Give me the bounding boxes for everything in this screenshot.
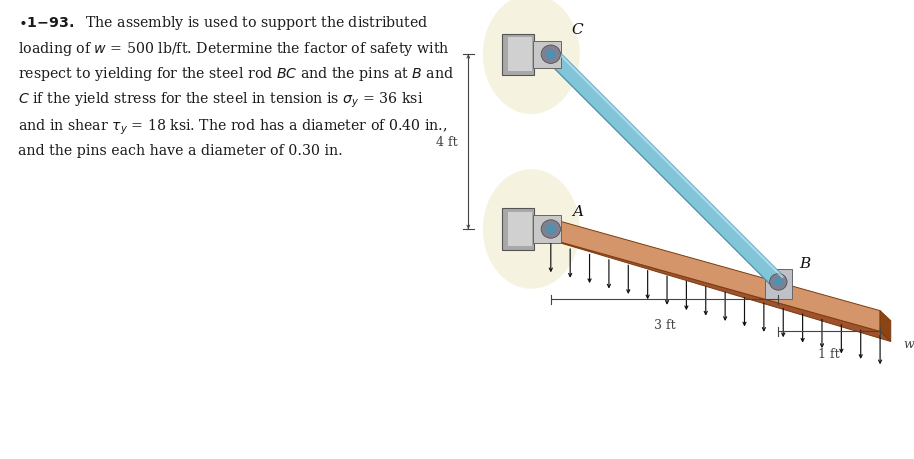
Circle shape — [541, 220, 560, 239]
Bar — [503, 34, 534, 76]
Text: 3 ft: 3 ft — [654, 318, 675, 331]
Circle shape — [547, 51, 555, 59]
Polygon shape — [551, 240, 891, 341]
Text: B: B — [800, 257, 811, 271]
Circle shape — [541, 46, 560, 64]
Polygon shape — [880, 311, 891, 341]
Text: $\bullet\mathbf{1}$$\mathbf{{-93.}}$  The assembly is used to support the distri: $\bullet\mathbf{1}$$\mathbf{{-93.}}$ The… — [18, 14, 454, 158]
Text: A: A — [572, 204, 583, 218]
Bar — [503, 209, 534, 250]
Circle shape — [547, 225, 555, 234]
Text: C: C — [571, 23, 583, 37]
Polygon shape — [551, 219, 880, 331]
Bar — [507, 38, 532, 72]
Text: 1 ft: 1 ft — [818, 348, 840, 361]
FancyBboxPatch shape — [533, 41, 561, 68]
FancyBboxPatch shape — [765, 269, 792, 300]
Polygon shape — [555, 50, 784, 279]
Polygon shape — [545, 50, 784, 287]
Bar — [507, 213, 532, 246]
Circle shape — [774, 279, 782, 286]
Ellipse shape — [483, 170, 579, 289]
Circle shape — [770, 274, 787, 291]
Ellipse shape — [483, 0, 579, 115]
FancyBboxPatch shape — [533, 216, 561, 243]
Text: 4 ft: 4 ft — [436, 136, 457, 149]
Text: w: w — [903, 338, 914, 351]
